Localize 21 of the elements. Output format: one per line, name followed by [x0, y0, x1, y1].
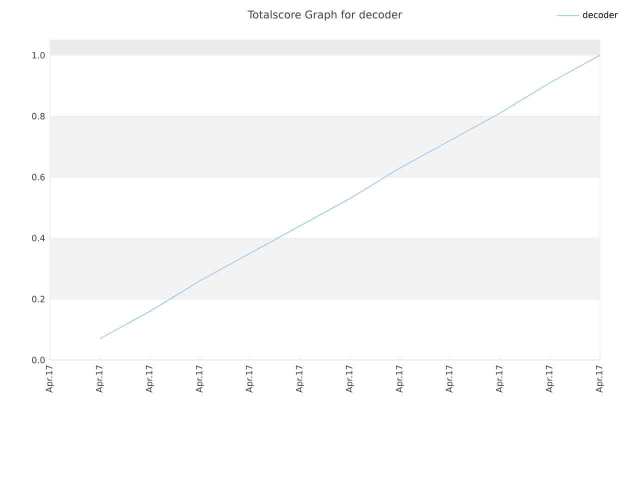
x-tick-label: Apr.17	[546, 365, 554, 393]
y-tick-label: 0.6	[32, 174, 45, 180]
x-tick-label: Apr.17	[596, 365, 604, 393]
x-tick-label: Apr.17	[146, 365, 154, 393]
y-tick-label: 0.8	[32, 112, 45, 120]
x-tick-label: Apr.17	[96, 365, 104, 393]
legend-label: decoder	[583, 11, 618, 18]
y-tick-label: 0.4	[32, 234, 45, 242]
y-tick-label: 0.2	[32, 296, 44, 302]
x-tick-label: Apr.17	[296, 365, 304, 393]
x-tick-label: Apr.17	[346, 365, 354, 393]
x-tick-label: Apr.17	[196, 365, 204, 393]
line-series	[100, 54, 600, 340]
y-tick-label: 0.0	[32, 356, 45, 364]
x-tick-label: Apr.17	[246, 365, 254, 393]
x-tick-label: Apr.17	[396, 365, 404, 393]
chart-title: Totalscore Graph for decoder	[248, 10, 402, 21]
y-tick-label: 1.0	[32, 52, 45, 59]
x-tick-label: Apr.17	[46, 365, 54, 393]
x-tick-label: Apr.17	[496, 365, 504, 393]
x-tick-label: Apr.17	[446, 365, 454, 393]
